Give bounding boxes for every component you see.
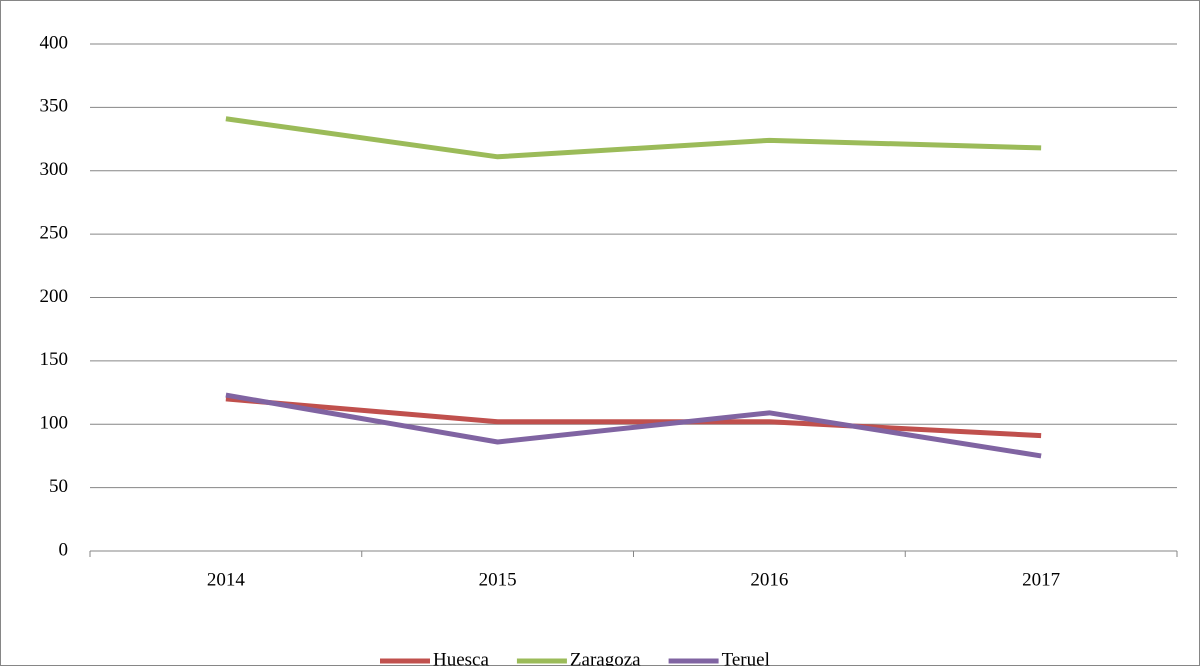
x-tick-label: 2014 [207,569,246,590]
series-line [225,396,1042,439]
legend-label: Zaragoza [570,649,641,666]
x-tick-label: 2017 [1022,569,1060,590]
y-tick-label: 200 [40,286,69,307]
y-tick-label: 250 [40,222,69,243]
legend-label: Huesca [433,649,489,666]
y-tick-label: 150 [40,349,69,370]
y-tick-label: 400 [40,32,69,53]
y-tick-label: 100 [40,413,69,434]
y-tick-label: 0 [59,539,69,560]
series-line [225,116,1042,160]
legend-label: Teruel [722,649,770,666]
series-line [225,392,1042,459]
y-tick-label: 300 [40,159,69,180]
x-tick-label: 2015 [479,569,517,590]
x-tick-label: 2016 [750,569,788,590]
y-tick-label: 350 [40,96,69,117]
y-tick-label: 50 [49,476,68,497]
